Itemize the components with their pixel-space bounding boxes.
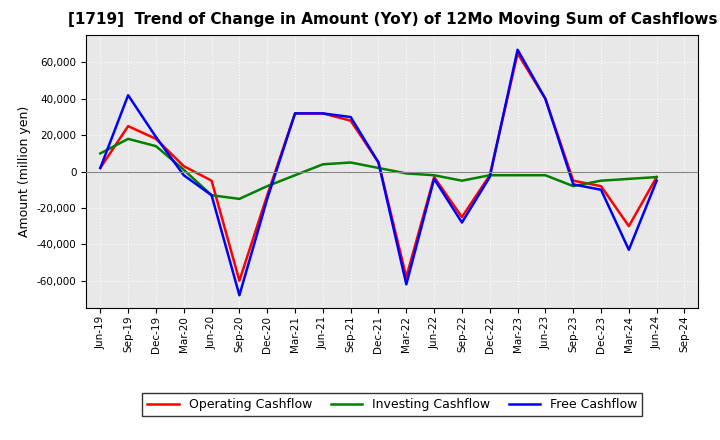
Free Cashflow — [430, 176, 438, 182]
Free Cashflow — [346, 114, 355, 120]
Free Cashflow — [458, 220, 467, 225]
Operating Cashflow — [96, 165, 104, 171]
Operating Cashflow — [569, 178, 577, 183]
Y-axis label: Amount (million yen): Amount (million yen) — [19, 106, 32, 237]
Free Cashflow — [402, 282, 410, 287]
Investing Cashflow — [513, 172, 522, 178]
Investing Cashflow — [652, 174, 661, 180]
Investing Cashflow — [346, 160, 355, 165]
Operating Cashflow — [318, 111, 327, 116]
Operating Cashflow — [541, 96, 550, 102]
Free Cashflow — [179, 172, 188, 178]
Operating Cashflow — [374, 160, 383, 165]
Investing Cashflow — [569, 183, 577, 189]
Investing Cashflow — [458, 178, 467, 183]
Operating Cashflow — [458, 214, 467, 220]
Free Cashflow — [652, 178, 661, 183]
Investing Cashflow — [96, 151, 104, 156]
Investing Cashflow — [235, 196, 243, 202]
Operating Cashflow — [597, 183, 606, 189]
Operating Cashflow — [430, 174, 438, 180]
Investing Cashflow — [541, 172, 550, 178]
Operating Cashflow — [291, 111, 300, 116]
Investing Cashflow — [318, 161, 327, 167]
Investing Cashflow — [430, 172, 438, 178]
Line: Investing Cashflow: Investing Cashflow — [100, 139, 657, 199]
Free Cashflow — [624, 247, 633, 253]
Free Cashflow — [541, 96, 550, 102]
Investing Cashflow — [152, 143, 161, 149]
Investing Cashflow — [291, 172, 300, 178]
Investing Cashflow — [597, 178, 606, 183]
Line: Free Cashflow: Free Cashflow — [100, 50, 657, 295]
Operating Cashflow — [235, 278, 243, 283]
Free Cashflow — [291, 111, 300, 116]
Investing Cashflow — [624, 176, 633, 182]
Free Cashflow — [124, 92, 132, 98]
Title: [1719]  Trend of Change in Amount (YoY) of 12Mo Moving Sum of Cashflows: [1719] Trend of Change in Amount (YoY) o… — [68, 12, 717, 27]
Operating Cashflow — [346, 118, 355, 123]
Free Cashflow — [96, 165, 104, 171]
Operating Cashflow — [624, 224, 633, 229]
Free Cashflow — [485, 174, 494, 180]
Operating Cashflow — [263, 193, 271, 198]
Investing Cashflow — [207, 193, 216, 198]
Legend: Operating Cashflow, Investing Cashflow, Free Cashflow: Operating Cashflow, Investing Cashflow, … — [143, 393, 642, 416]
Free Cashflow — [318, 111, 327, 116]
Operating Cashflow — [207, 178, 216, 183]
Investing Cashflow — [374, 165, 383, 171]
Operating Cashflow — [652, 174, 661, 180]
Operating Cashflow — [152, 136, 161, 142]
Investing Cashflow — [485, 172, 494, 178]
Operating Cashflow — [485, 172, 494, 178]
Line: Operating Cashflow: Operating Cashflow — [100, 53, 657, 281]
Free Cashflow — [513, 47, 522, 52]
Free Cashflow — [374, 160, 383, 165]
Investing Cashflow — [179, 167, 188, 172]
Investing Cashflow — [263, 183, 271, 189]
Operating Cashflow — [513, 51, 522, 56]
Investing Cashflow — [402, 171, 410, 176]
Free Cashflow — [152, 134, 161, 139]
Free Cashflow — [597, 187, 606, 192]
Free Cashflow — [569, 182, 577, 187]
Operating Cashflow — [402, 275, 410, 280]
Free Cashflow — [207, 193, 216, 198]
Free Cashflow — [235, 293, 243, 298]
Investing Cashflow — [124, 136, 132, 142]
Operating Cashflow — [179, 164, 188, 169]
Operating Cashflow — [124, 124, 132, 129]
Free Cashflow — [263, 196, 271, 202]
